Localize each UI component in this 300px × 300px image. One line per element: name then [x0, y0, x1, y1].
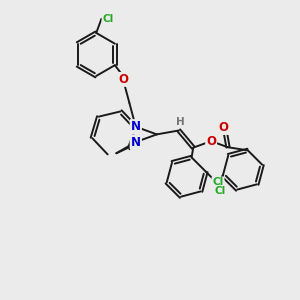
Text: Cl: Cl	[215, 186, 226, 196]
Text: N: N	[131, 136, 141, 148]
Text: O: O	[118, 73, 128, 86]
Text: O: O	[206, 135, 216, 148]
Text: N: N	[131, 136, 141, 148]
Text: Cl: Cl	[212, 177, 224, 187]
Text: N: N	[131, 120, 141, 133]
Text: N: N	[131, 120, 141, 133]
Text: O: O	[219, 121, 229, 134]
Text: H: H	[176, 117, 185, 127]
Text: Cl: Cl	[102, 14, 114, 24]
